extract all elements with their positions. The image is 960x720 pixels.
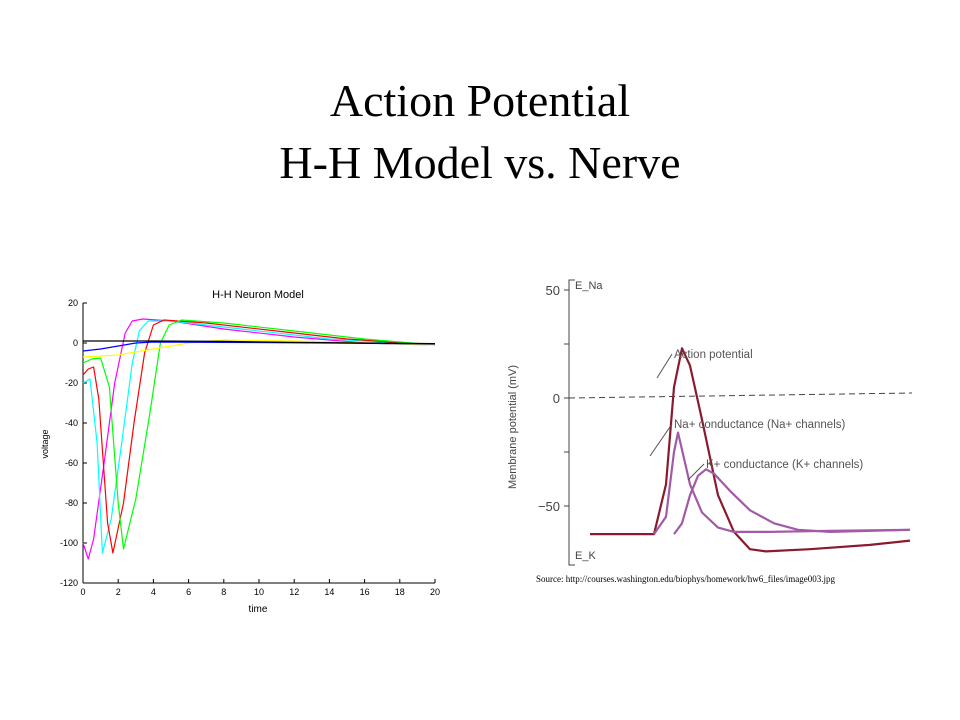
hh-series-line-4 xyxy=(82,319,436,550)
hh-x-tick-label: 10 xyxy=(254,587,264,597)
hh-x-tick-label: 16 xyxy=(360,587,370,597)
ap-annotation-leaders xyxy=(649,353,705,481)
hh-x-tick-label: 20 xyxy=(430,587,440,597)
ap-zero-dashed-line xyxy=(568,392,913,399)
hh-chart-title: H-H Neuron Model xyxy=(212,289,304,301)
nerve-action-potential-chart: Membrane potential (mV) 500−50 E_Na E_K … xyxy=(507,279,913,566)
hh-x-tick-label: 14 xyxy=(324,587,334,597)
ap-y-tick-label: 0 xyxy=(553,391,560,406)
hh-y-tick-label: 20 xyxy=(68,298,78,308)
ap-y-axis-brackets xyxy=(568,279,575,566)
ap-series-lines xyxy=(590,347,911,553)
hh-y-tick-label: -80 xyxy=(65,498,78,508)
hh-x-tick-label: 2 xyxy=(116,587,121,597)
ap-series-line-3 xyxy=(673,468,911,535)
hh-x-tick-label: 8 xyxy=(221,587,226,597)
hh-y-axis-label: voltage xyxy=(40,429,50,458)
hh-series-line-3 xyxy=(82,319,436,554)
hh-y-tick-label: -120 xyxy=(60,578,78,588)
ap-y-tick-label: −50 xyxy=(538,499,560,514)
hh-x-tick-label: 4 xyxy=(151,587,156,597)
ap-ticks: 50 0 −50 xyxy=(538,283,569,514)
hh-x-axis-label: time xyxy=(249,604,268,615)
hh-x-tick-label: 18 xyxy=(395,587,405,597)
hh-model-chart: H-H Neuron Model voltage time 200-20-40-… xyxy=(40,289,440,615)
source-citation: Source: http://courses.washington.edu/bi… xyxy=(536,574,835,584)
ap-leader-action-potential xyxy=(656,353,673,379)
hh-series-line-7 xyxy=(83,340,436,345)
hh-y-tick-label: -60 xyxy=(65,458,78,468)
ap-annotation-action-potential: Action potential xyxy=(674,349,753,361)
ap-leader-k-conductance xyxy=(687,463,705,481)
ap-series-line-1 xyxy=(590,347,911,553)
slide-title-line2: H-H Model vs. Nerve xyxy=(279,137,681,188)
ap-axis xyxy=(568,279,913,566)
hh-x-tick-label: 12 xyxy=(289,587,299,597)
slide-title-line1: Action Potential xyxy=(329,75,631,126)
hh-series-line-1 xyxy=(82,318,436,560)
hh-y-tick-label: -40 xyxy=(65,418,78,428)
hh-y-tick-label: 0 xyxy=(73,338,78,348)
hh-x-tick-label: 0 xyxy=(80,587,85,597)
ap-y-axis-label: Membrane potential (mV) xyxy=(507,365,519,489)
ap-series-line-2 xyxy=(653,431,911,535)
ap-marker-ena: E_Na xyxy=(575,280,603,292)
ap-annotation-k-conductance: K+ conductance (K+ channels) xyxy=(706,459,863,471)
hh-y-tick-label: -100 xyxy=(60,538,78,548)
hh-series-line-2 xyxy=(82,320,436,554)
hh-x-tick-label: 6 xyxy=(186,587,191,597)
ap-marker-ek: E_K xyxy=(575,550,596,562)
ap-annotation-na-conductance: Na+ conductance (Na+ channels) xyxy=(674,419,845,431)
hh-series-lines xyxy=(82,318,436,560)
hh-y-tick-label: -20 xyxy=(65,378,78,388)
ap-y-tick-label: 50 xyxy=(546,283,560,298)
ap-leader-na-conductance xyxy=(649,423,673,457)
